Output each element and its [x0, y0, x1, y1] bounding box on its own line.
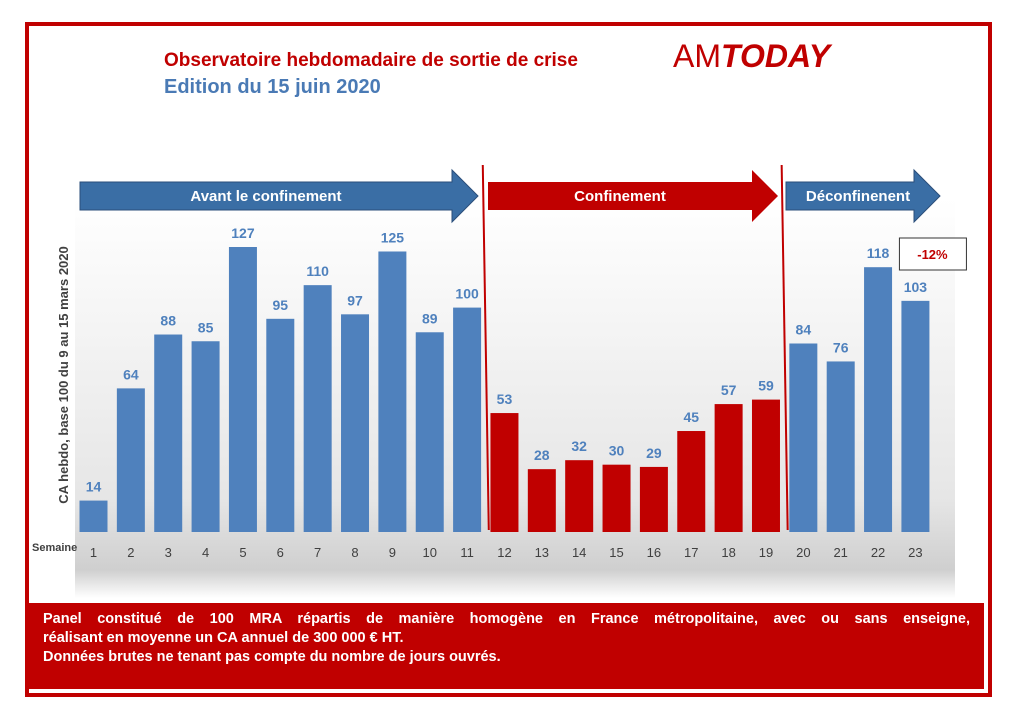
bar-week-20	[789, 343, 818, 532]
bar-week-9	[378, 251, 407, 532]
x-tick-label: 6	[277, 545, 284, 560]
x-tick-label: 4	[202, 545, 209, 560]
bar-value-label: 59	[758, 378, 774, 394]
bar-value-label: 57	[721, 382, 737, 398]
period-arrow	[79, 168, 479, 224]
footer-note: Panel constitué de 100 MRA répartis de m…	[29, 603, 984, 689]
chart-title: Observatoire hebdomadaire de sortie de c…	[164, 50, 578, 71]
bar-week-8	[341, 314, 370, 532]
x-tick-label: 10	[423, 545, 437, 560]
bar-week-15	[602, 464, 631, 532]
period-separator	[481, 164, 490, 531]
bar-value-label: 84	[796, 321, 812, 337]
bar-week-21	[826, 361, 855, 532]
bar-value-label: 95	[273, 297, 289, 313]
x-tick-label: 9	[389, 545, 396, 560]
period-label: Déconfinenent	[806, 188, 910, 205]
x-tick-label: 17	[684, 545, 698, 560]
y-axis-label: CA hebdo, base 100 du 9 au 15 mars 2020	[56, 246, 71, 503]
bar-week-18	[714, 404, 743, 532]
bar-week-12	[490, 413, 519, 532]
x-tick-label: 8	[351, 545, 358, 560]
bar-value-label: 53	[497, 391, 513, 407]
bar-week-10	[415, 332, 444, 532]
x-tick-label: 14	[572, 545, 586, 560]
bar-week-7	[303, 285, 332, 532]
bar-week-3	[154, 334, 183, 532]
bar-value-label: 100	[455, 286, 479, 302]
bar-value-label: 28	[534, 447, 550, 463]
bar-value-label: 125	[381, 229, 405, 245]
period-arrow	[488, 170, 778, 222]
x-tick-label: 2	[127, 545, 134, 560]
period-separator	[780, 164, 789, 531]
x-tick-label: 20	[796, 545, 810, 560]
x-tick-label: 3	[165, 545, 172, 560]
bar-week-13	[527, 469, 556, 532]
footer-line-1: Panel constitué de 100 MRA répartis de m…	[43, 611, 970, 627]
bar-week-23	[901, 300, 930, 532]
x-tick-label: 15	[609, 545, 623, 560]
bar-week-4	[191, 341, 220, 532]
bar-week-16	[639, 466, 668, 532]
x-tick-label: 23	[908, 545, 922, 560]
x-tick-label: 16	[647, 545, 661, 560]
footer-line-3: Données brutes ne tenant pas compte du n…	[43, 649, 501, 665]
x-tick-label: 7	[314, 545, 321, 560]
bar-value-label: 88	[160, 313, 176, 329]
annotation-box	[898, 237, 967, 271]
x-tick-label: 5	[239, 545, 246, 560]
x-tick-label: 13	[535, 545, 549, 560]
bar-week-14	[565, 460, 594, 532]
bar-value-label: 110	[306, 263, 329, 279]
x-tick-label: 12	[497, 545, 511, 560]
period-label: Avant le confinement	[190, 188, 341, 205]
bar-week-2	[116, 388, 145, 532]
bar-value-label: 29	[646, 445, 662, 461]
bar-week-22	[864, 267, 893, 532]
bar-value-label: 64	[123, 366, 139, 382]
x-tick-label: 11	[460, 545, 474, 560]
x-tick-label: 19	[759, 545, 773, 560]
bar-value-label: 14	[86, 479, 102, 495]
footer-line-2: réalisant en moyenne un CA annuel de 300…	[43, 630, 404, 646]
x-tick-label: 18	[721, 545, 735, 560]
bar-value-label: 103	[904, 279, 928, 295]
x-tick-label: 21	[833, 545, 847, 560]
x-tick-label: 22	[871, 545, 885, 560]
bar-value-label: 30	[609, 443, 625, 459]
bar-value-label: 85	[198, 319, 214, 335]
bar-week-17	[677, 431, 706, 532]
period-label: Confinement	[574, 188, 666, 205]
x-tick-label: 1	[90, 545, 97, 560]
bar-value-label: 118	[867, 245, 890, 261]
bar-week-5	[228, 247, 257, 532]
bar-value-label: 97	[347, 292, 363, 308]
bar-week-1	[79, 500, 108, 532]
bar-value-label: 76	[833, 339, 849, 355]
chart-subtitle: Edition du 15 juin 2020	[164, 76, 381, 98]
x-axis-label: Semaine	[32, 542, 77, 554]
bar-value-label: 45	[683, 409, 699, 425]
bar-week-6	[266, 318, 295, 532]
bar-week-11	[453, 307, 482, 532]
bar-week-19	[751, 399, 780, 532]
bar-value-label: 32	[571, 438, 587, 454]
amtoday-logo: AMTODAY	[673, 38, 831, 74]
bar-value-label: 127	[231, 225, 255, 241]
period-arrow	[785, 168, 941, 224]
bar-value-label: 89	[422, 310, 438, 326]
annotation-label: -12%	[917, 247, 948, 262]
